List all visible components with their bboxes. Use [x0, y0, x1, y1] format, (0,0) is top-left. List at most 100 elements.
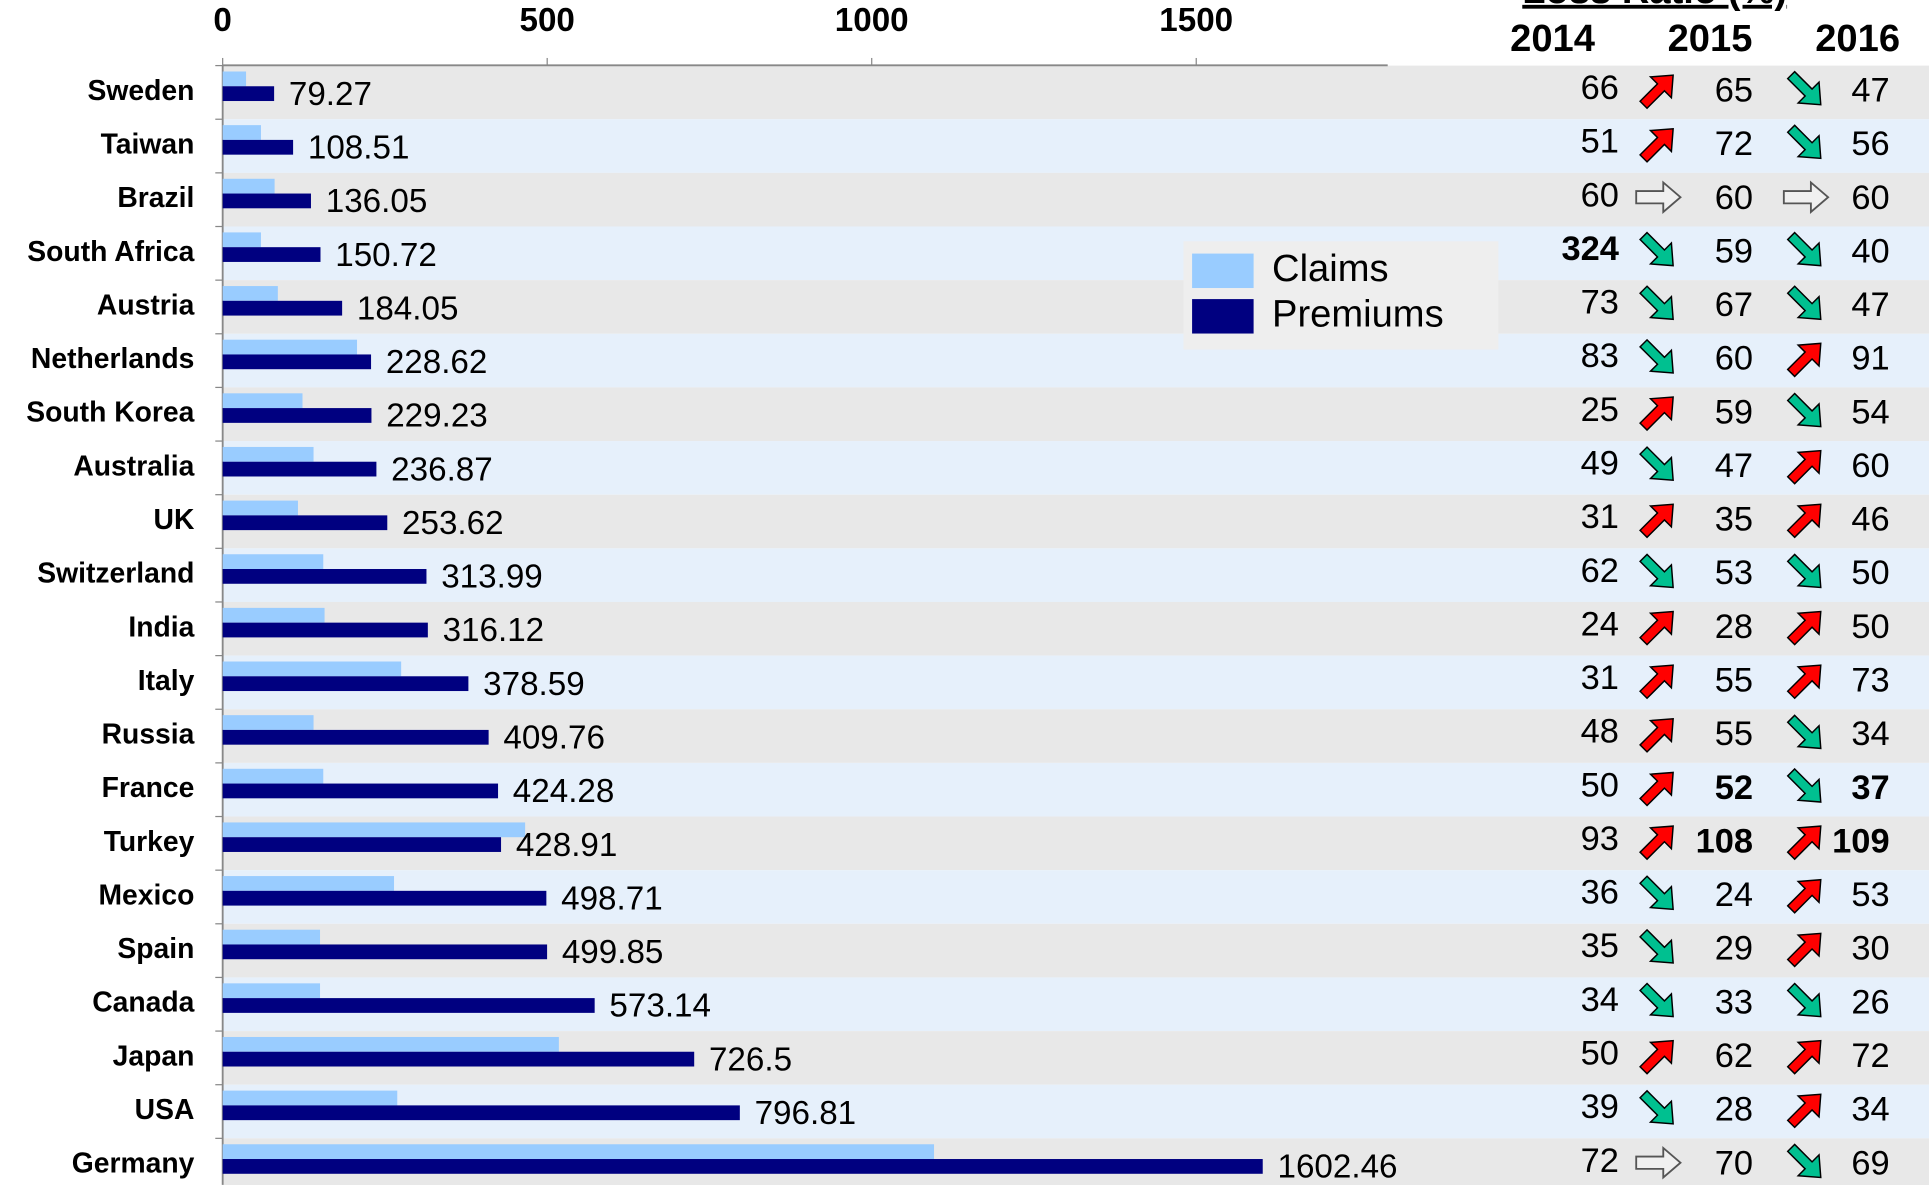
y-tick-label: Mexico — [98, 878, 194, 910]
trend-arrow — [1786, 1039, 1822, 1075]
arrow-up — [1639, 503, 1674, 539]
arrow-flat — [1635, 180, 1682, 214]
trend-arrow — [1639, 231, 1674, 267]
premiums-bar — [222, 676, 469, 692]
row-band — [222, 280, 1929, 334]
loss-ratio-value: 50 — [1581, 766, 1619, 804]
trend-arrow — [1639, 875, 1674, 911]
premiums-bar — [222, 354, 372, 370]
arrow-up — [1786, 1039, 1822, 1075]
trend-arrow — [1782, 180, 1830, 214]
trend-arrow — [1639, 285, 1674, 321]
loss-ratio-value: 72 — [1581, 1142, 1619, 1180]
loss-ratio-value: 50 — [1581, 1035, 1619, 1073]
loss-ratio-value: 60 — [1715, 179, 1753, 217]
trend-arrow — [1639, 928, 1674, 964]
y-tick-label: Germany — [72, 1147, 195, 1179]
claims-bar — [222, 876, 395, 891]
arrow-up — [1639, 610, 1674, 646]
trend-arrow — [1786, 714, 1822, 750]
arrow-up — [1639, 396, 1674, 432]
arrow-down — [1639, 875, 1674, 911]
y-tick-label: Turkey — [104, 825, 195, 857]
loss-ratio-value: 54 — [1851, 393, 1889, 431]
y-tick-label: Taiwan — [101, 128, 195, 160]
arrow-down — [1639, 1089, 1674, 1125]
loss-ratio-value: 83 — [1581, 337, 1619, 375]
claims-bar — [222, 607, 325, 623]
y-tick-label: France — [102, 771, 195, 803]
row-band — [222, 709, 1929, 763]
value-label: 573.14 — [609, 988, 711, 1025]
loss-ratio-value: 108 — [1696, 822, 1753, 860]
loss-ratio-value: 60 — [1851, 447, 1889, 485]
claims-bar — [222, 178, 275, 194]
arrow-flat — [1782, 180, 1830, 214]
arrow-up — [1639, 718, 1674, 753]
y-tick-label: Switzerland — [37, 557, 194, 589]
trend-arrow — [1786, 231, 1822, 267]
arrow-up — [1639, 825, 1674, 861]
loss-ratio-value: 28 — [1715, 1091, 1753, 1129]
arrow-up — [1786, 503, 1822, 539]
value-label: 136.05 — [326, 183, 428, 220]
trend-arrow — [1639, 338, 1674, 374]
y-tick-label: Netherlands — [31, 342, 194, 374]
trend-arrow — [1786, 982, 1822, 1018]
value-label: 498.71 — [561, 880, 663, 917]
claims-bar — [222, 661, 402, 677]
loss-ratio-value: 33 — [1715, 983, 1753, 1021]
y-tick-label: South Africa — [27, 235, 194, 267]
loss-ratio-value: 52 — [1715, 769, 1753, 807]
value-label: 313.99 — [441, 559, 543, 596]
arrow-up — [1786, 610, 1822, 646]
premiums-bar — [222, 515, 388, 531]
loss-ratio-value: 53 — [1715, 554, 1753, 592]
trend-arrow — [1639, 825, 1674, 861]
y-tick-label: South Korea — [26, 396, 194, 428]
y-tick-label: Spain — [117, 932, 194, 964]
loss-ratio-value: 48 — [1581, 713, 1619, 751]
loss-ratio-value: 70 — [1715, 1144, 1753, 1182]
claims-bar — [222, 1144, 935, 1160]
arrow-up — [1786, 825, 1822, 861]
arrow-up — [1786, 664, 1822, 700]
x-tick-label: 1500 — [1159, 2, 1233, 39]
row-band — [222, 494, 1929, 549]
trend-arrow — [1635, 180, 1682, 214]
row-band — [222, 655, 1929, 710]
loss-ratio-value: 69 — [1851, 1144, 1889, 1182]
trend-arrow — [1639, 396, 1674, 432]
premiums-bar — [222, 193, 311, 209]
trend-arrow — [1639, 74, 1674, 110]
arrow-up — [1639, 664, 1674, 700]
trend-arrow — [1786, 285, 1822, 321]
loss-ratio-value: 62 — [1715, 1037, 1753, 1075]
loss-ratio-value: 25 — [1581, 391, 1619, 429]
arrow-down — [1786, 285, 1822, 321]
arrow-up — [1639, 74, 1674, 110]
trend-arrow — [1639, 127, 1674, 163]
trend-arrow — [1786, 342, 1822, 378]
value-label: 428.91 — [516, 827, 618, 864]
claims-bar — [222, 929, 321, 945]
claims-bar — [222, 822, 526, 838]
value-label: 499.85 — [562, 934, 664, 971]
loss-ratio-value: 36 — [1581, 874, 1619, 912]
value-label: 236.87 — [391, 451, 493, 488]
value-label: 229.23 — [386, 398, 488, 435]
arrow-up — [1639, 1039, 1674, 1075]
loss-ratio-value: 72 — [1851, 1037, 1889, 1075]
claims-bar — [222, 71, 247, 87]
trend-arrow — [1639, 553, 1674, 589]
loss-ratio-value: 73 — [1851, 662, 1889, 700]
trend-arrow — [1639, 718, 1674, 753]
trend-arrow — [1639, 664, 1674, 700]
value-label: 378.59 — [483, 666, 585, 703]
loss-ratio-value: 34 — [1851, 715, 1889, 753]
loss-ratio-value: 34 — [1581, 981, 1619, 1019]
loss-ratio-value: 55 — [1715, 715, 1753, 753]
trend-arrow — [1786, 878, 1822, 914]
loss-ratio-value: 50 — [1851, 554, 1889, 592]
